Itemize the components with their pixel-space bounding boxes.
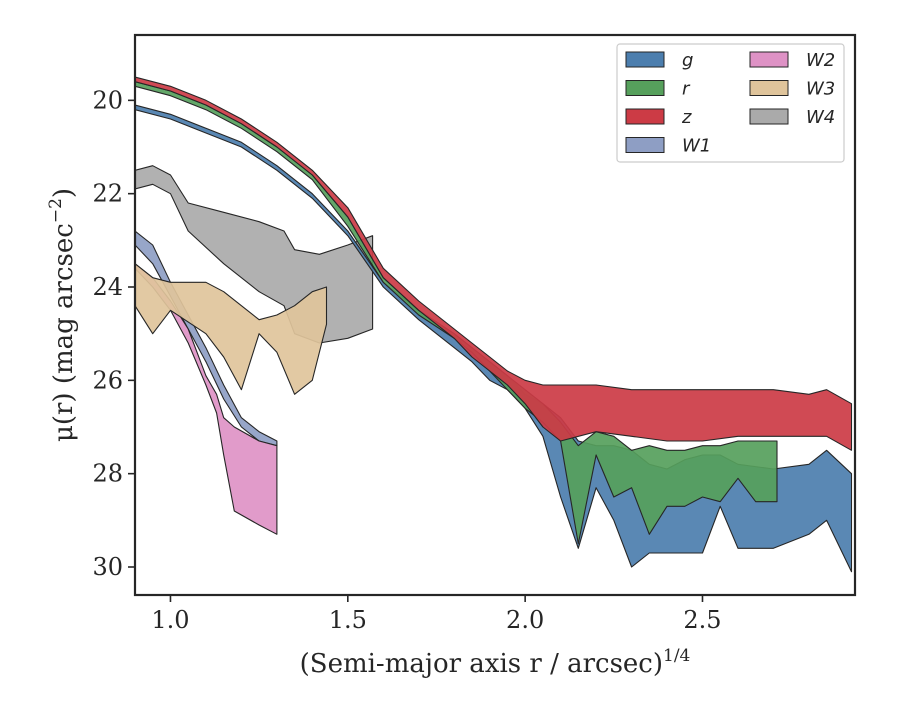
legend-item-w1: W1 <box>625 136 711 157</box>
legend-label: W3 <box>806 79 835 100</box>
y-axis-title-exponent: −2 <box>46 198 66 223</box>
legend-swatch <box>625 108 665 125</box>
y-tick-label: 30 <box>92 553 123 581</box>
legend-label: W1 <box>682 136 711 157</box>
legend-swatch <box>749 80 789 96</box>
legend-label: r <box>682 79 691 100</box>
y-tick-label: 26 <box>92 366 123 394</box>
legend-item-w3: W3 <box>749 79 835 100</box>
y-axis-title: μ(r) (mag arcsec−2) <box>46 188 79 442</box>
legend-swatch <box>625 137 665 153</box>
plot-frame <box>133 33 857 597</box>
legend-box <box>616 43 845 163</box>
legend-item-w4: W4 <box>749 107 835 128</box>
legend: grz W1 W2 W3 W4 <box>616 43 845 163</box>
x-axis-title-exponent: 1/4 <box>663 646 690 666</box>
legend-label: g <box>682 50 693 71</box>
area-band-z <box>135 76 853 451</box>
y-tick-label: 20 <box>92 86 123 114</box>
legend-label: z <box>681 107 692 128</box>
legend-label: W4 <box>806 107 835 128</box>
y-axis-title-close: ) <box>49 188 79 198</box>
legend-item-r: r <box>625 79 691 100</box>
x-tick-label: 2.5 <box>683 606 721 634</box>
x-axis-title: (Semi-major axis r / arcsec)1/4 <box>300 646 691 679</box>
x-tick-label: 2.0 <box>506 606 544 634</box>
legend-item-g: g <box>625 50 693 71</box>
legend-swatch <box>625 51 665 68</box>
legend-swatch <box>625 80 665 96</box>
legend-item-z: z <box>625 107 692 128</box>
legend-label: W2 <box>806 50 835 71</box>
plot-areas <box>135 76 853 573</box>
y-tick-label: 22 <box>92 180 123 208</box>
area-band-w2 <box>135 263 278 535</box>
y-axis-ticks: 20 22 24 26 28 30 <box>92 86 135 581</box>
x-tick-label: 1.0 <box>151 606 189 634</box>
legend-item-w2: W2 <box>749 50 835 71</box>
legend-swatch <box>749 51 789 68</box>
y-tick-label: 28 <box>92 460 123 488</box>
y-tick-label: 24 <box>92 273 123 301</box>
x-axis-title-main: (Semi-major axis r / arcsec) <box>300 649 663 679</box>
x-tick-label: 1.5 <box>329 606 367 634</box>
legend-swatch <box>749 108 789 125</box>
y-axis-title-main: μ(r) (mag arcsec <box>49 223 79 442</box>
area-band-w3 <box>135 263 328 395</box>
x-axis-ticks: 1.0 1.5 2.0 2.5 <box>151 595 722 634</box>
